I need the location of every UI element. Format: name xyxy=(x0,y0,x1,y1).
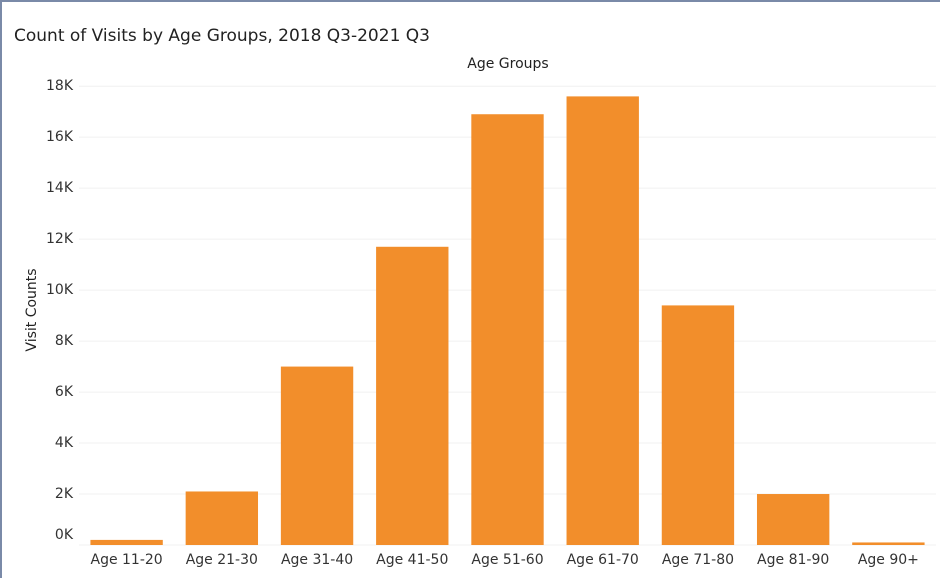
y-tick-label: 18K xyxy=(46,78,74,94)
bar xyxy=(661,305,735,545)
x-tick-label: Age 90+ xyxy=(858,552,919,568)
x-axis-title: Age Groups xyxy=(467,56,548,72)
y-tick-label: 0K xyxy=(55,527,74,543)
y-axis-title: Visit Counts xyxy=(24,268,40,351)
y-tick-label: 2K xyxy=(55,486,74,502)
bar xyxy=(185,491,259,545)
x-tick-label: Age 61-70 xyxy=(567,552,639,568)
bar xyxy=(756,494,830,545)
chart-title: Count of Visits by Age Groups, 2018 Q3-2… xyxy=(14,26,430,46)
y-tick-label: 12K xyxy=(46,231,74,247)
bar xyxy=(90,539,163,545)
x-tick-label: Age 51-60 xyxy=(471,552,543,568)
y-tick-label: 6K xyxy=(55,384,74,400)
bar xyxy=(376,246,449,546)
x-tick-label: Age 81-90 xyxy=(757,552,829,568)
y-tick-label: 4K xyxy=(55,435,74,451)
y-tick-label: 14K xyxy=(46,180,74,196)
y-tick-label: 8K xyxy=(55,333,74,349)
bar xyxy=(852,542,925,545)
bar xyxy=(566,96,639,546)
y-tick-label: 10K xyxy=(46,282,74,298)
x-tick-label: Age 71-80 xyxy=(662,552,734,568)
x-tick-label: Age 41-50 xyxy=(376,552,448,568)
x-tick-label: Age 21-30 xyxy=(186,552,258,568)
x-tick-label: Age 11-20 xyxy=(91,552,163,568)
bar xyxy=(280,366,354,545)
x-tick-label: Age 31-40 xyxy=(281,552,353,568)
y-tick-label: 16K xyxy=(46,129,74,145)
bar xyxy=(471,114,544,545)
